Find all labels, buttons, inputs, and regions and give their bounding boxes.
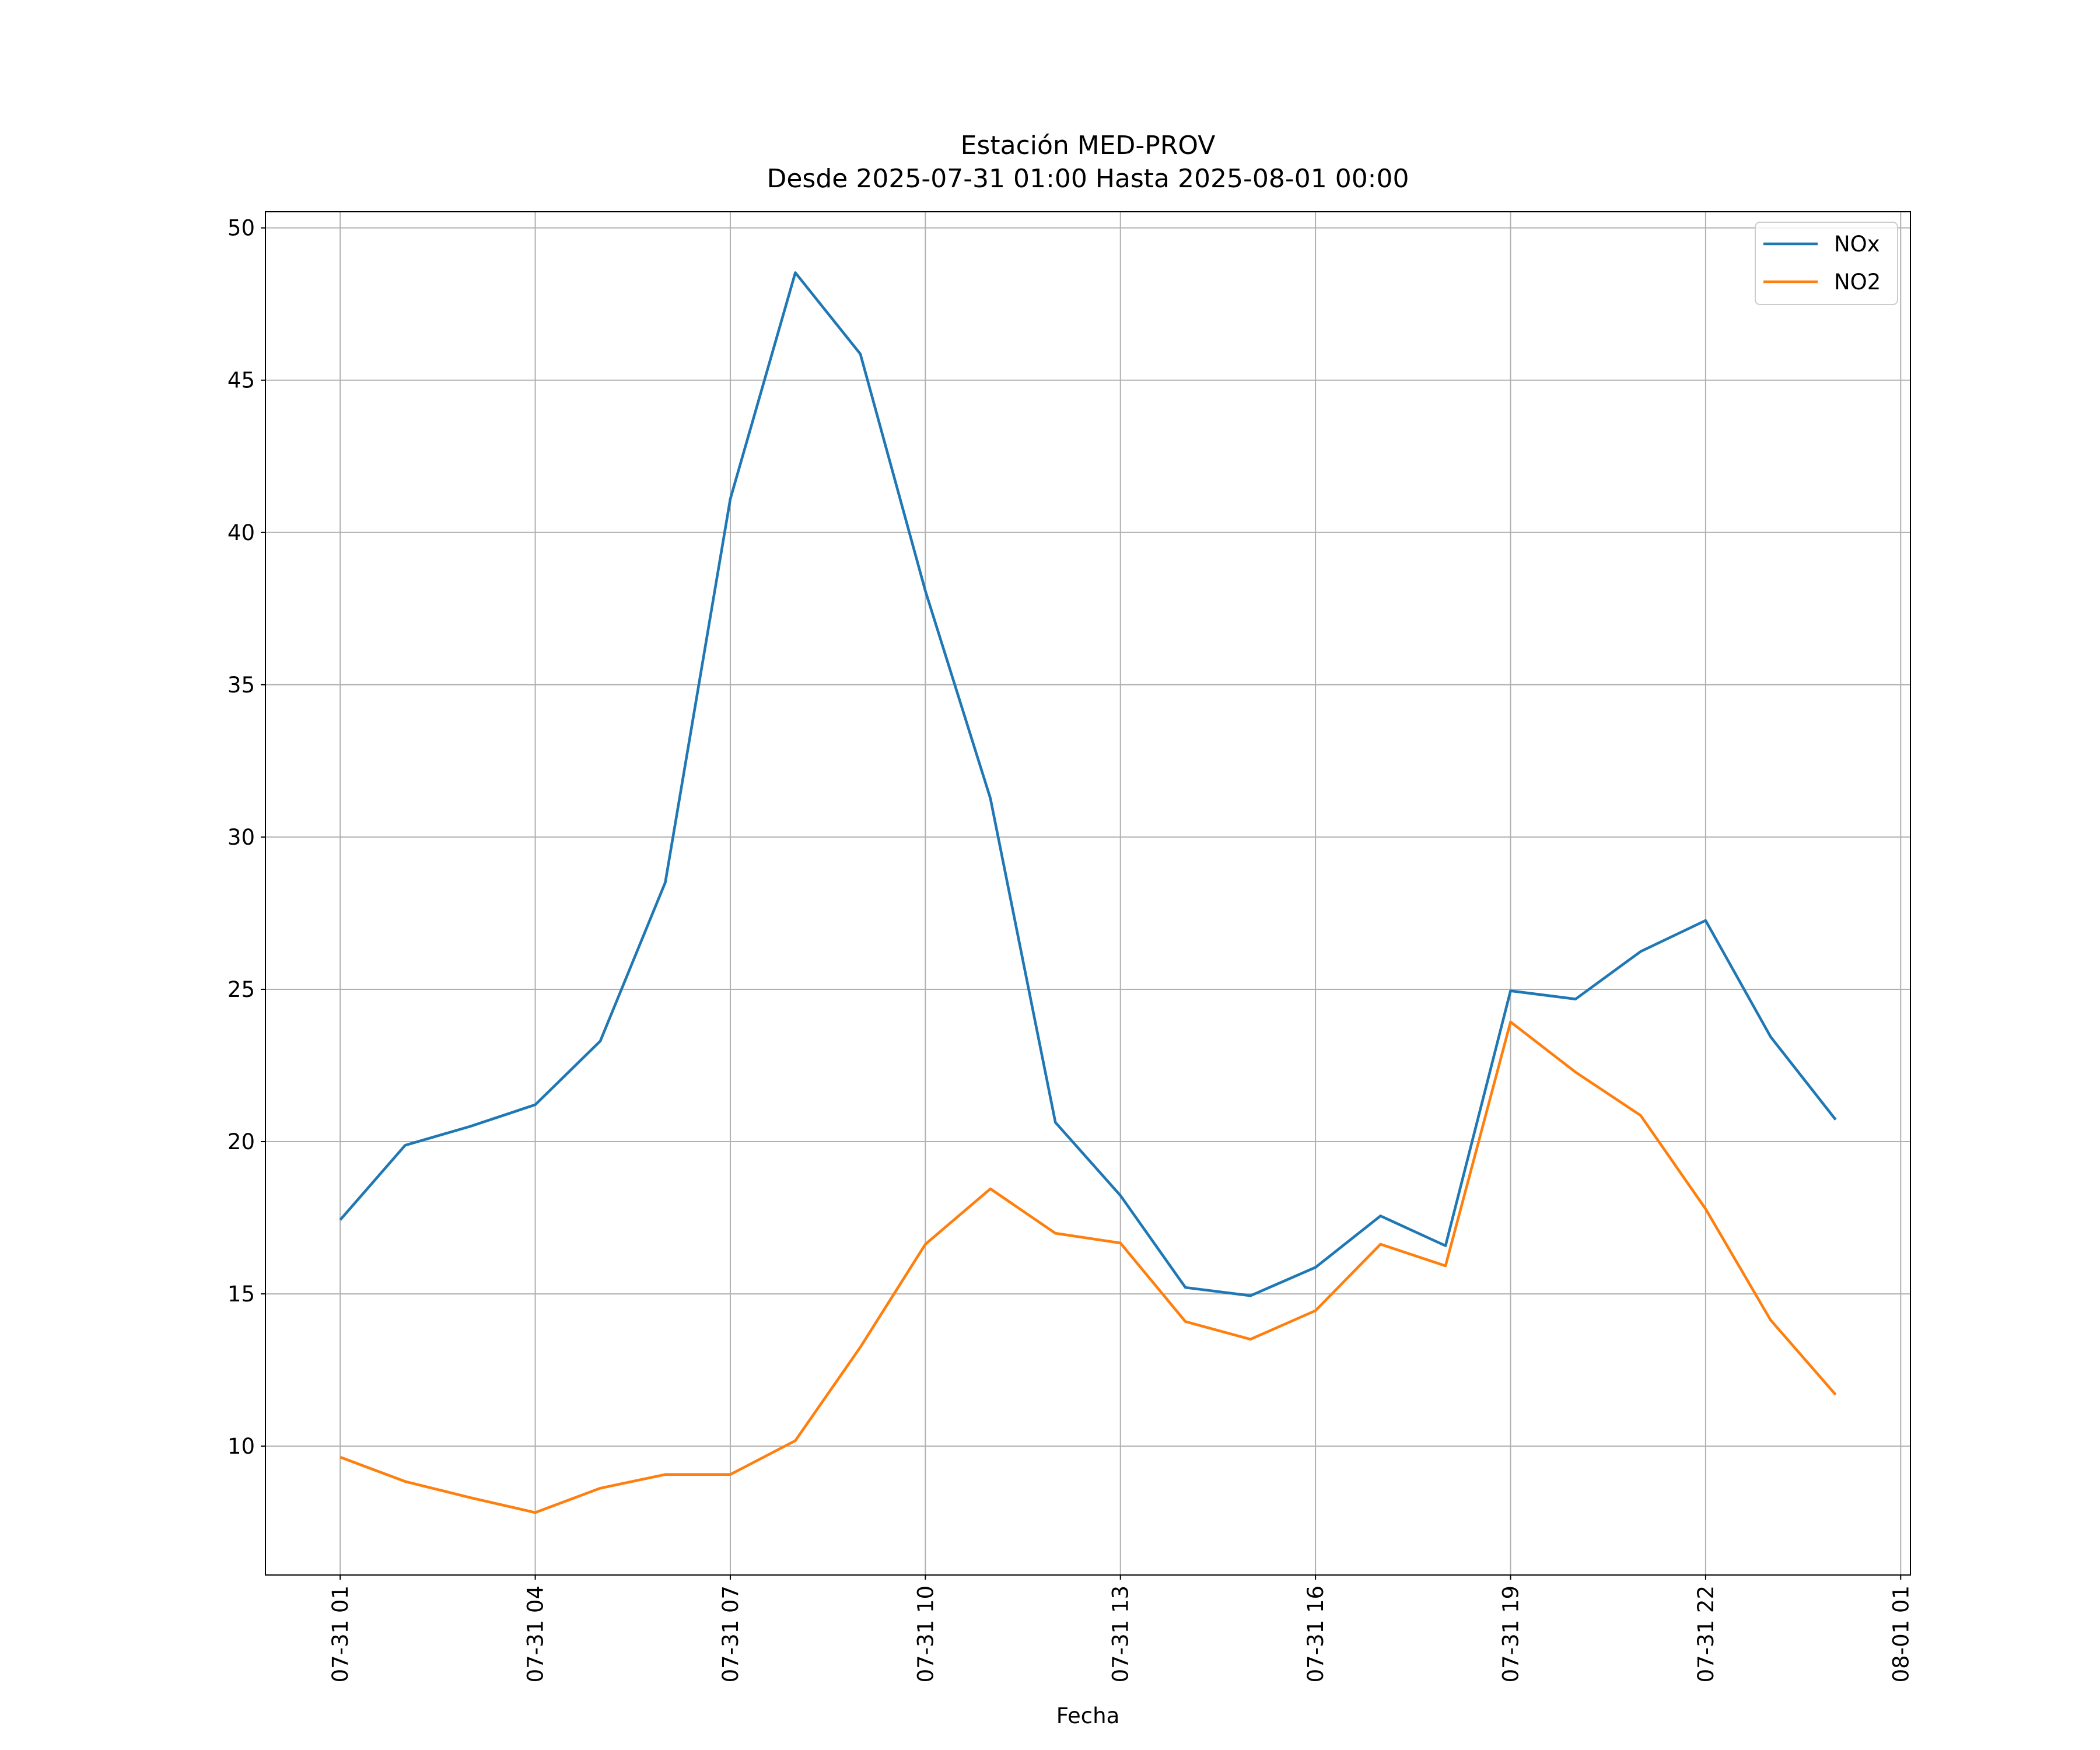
x-tick-label: 07-31 10 [913, 1586, 938, 1682]
x-tick-label: 07-31 01 [328, 1586, 353, 1682]
x-axis-label: Fecha [1056, 1703, 1120, 1728]
y-tick-label: 30 [228, 825, 255, 850]
chart-title: Estación MED-PROV [961, 131, 1216, 160]
y-tick-label: 35 [228, 673, 255, 698]
x-tick-label: 07-31 07 [718, 1586, 743, 1682]
y-tick-label: 40 [228, 520, 255, 545]
y-tick-label: 15 [228, 1282, 255, 1307]
y-tick-label: 50 [228, 216, 255, 241]
data-line [339, 271, 1837, 1297]
x-tick-label: 07-31 19 [1499, 1586, 1524, 1682]
y-tick-label: 25 [228, 977, 255, 1002]
x-tick-label: 07-31 16 [1303, 1586, 1328, 1682]
y-tick-label: 45 [228, 368, 255, 393]
chart-subtitle: Desde 2025-07-31 01:00 Hasta 2025-08-01 … [766, 164, 1409, 194]
data-line [340, 1020, 1837, 1514]
y-tick-label: 20 [228, 1129, 255, 1154]
x-tick-label: 07-31 04 [523, 1586, 548, 1682]
legend-label: NO2 [1834, 270, 1881, 295]
x-tick-label: 07-31 22 [1693, 1586, 1718, 1682]
x-tick-label: 08-01 01 [1888, 1586, 1913, 1682]
legend-label: NOx [1834, 232, 1880, 257]
x-tick-label: 07-31 13 [1108, 1586, 1133, 1682]
plot-frame [265, 211, 1911, 1576]
y-tick-label: 10 [228, 1434, 255, 1459]
